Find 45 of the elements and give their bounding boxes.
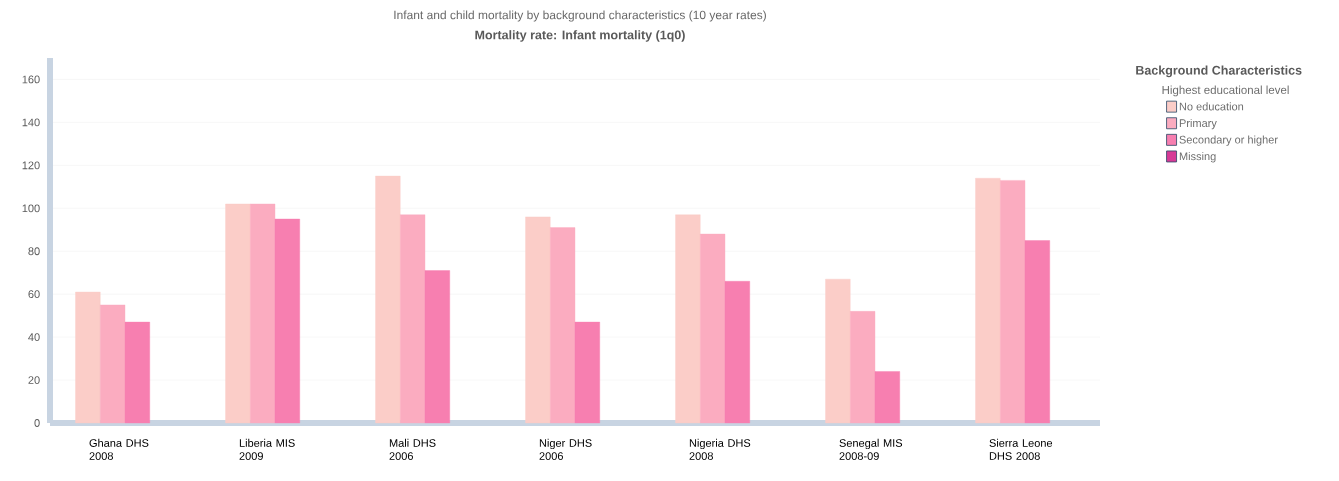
legend-title: Background Characteristics [1136,65,1302,78]
bar [825,278,851,424]
y-tick-label: 60 [28,290,40,299]
chart-subtitle: Mortality rate: Infant mortality (1q0) [475,30,685,42]
y-tick-label: 40 [28,333,40,342]
bar [100,304,126,424]
x-tick-label: Nigeria DHS 2008 [689,438,751,460]
x-tick-label: Liberia MIS 2009 [239,438,295,460]
y-tick-label: 80 [28,247,40,256]
bar [225,203,251,424]
bar [124,321,150,424]
x-tick-label: Ghana DHS 2008 [89,438,149,460]
bar [375,175,401,424]
legend-label: Secondary or higher [1179,135,1278,146]
bar [1000,180,1026,424]
x-tick-label: Sierra Leone DHS 2008 [989,438,1053,460]
bar [1024,240,1050,424]
legend-label: No education [1179,102,1244,111]
bar [400,214,426,424]
y-tick-label: 0 [34,419,40,427]
y-tick-label: 160 [22,75,40,84]
bar [874,371,900,424]
y-tick-label: 120 [22,161,40,170]
y-tick-label: 20 [28,376,40,384]
x-tick-label: Senegal MIS 2008-09 [839,438,903,460]
y-tick-label: 140 [22,118,40,127]
y-tick-label: 100 [22,204,40,213]
bar [525,216,551,424]
bar [424,270,450,424]
bar [724,281,750,424]
bar [850,311,876,424]
bar [75,291,101,424]
bar [574,321,600,424]
bar [700,233,726,424]
bar [250,203,276,424]
text: Highest educational level [1162,85,1289,97]
bar [975,178,1001,424]
x-tick-label: Niger DHS 2006 [539,438,592,460]
legend-label: Missing [1179,152,1216,163]
legend-label: Primary [1179,118,1217,130]
chart-title: Infant and child mortality by background characteristics (10 year rates) [394,10,766,22]
bar [274,218,300,424]
x-tick-label: Mali DHS 2006 [389,438,436,460]
bar [675,214,701,424]
bar [550,227,576,424]
